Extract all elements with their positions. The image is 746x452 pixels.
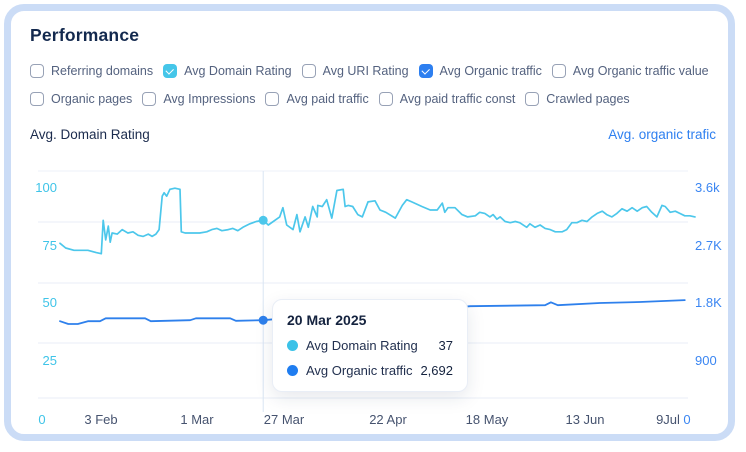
filter-row-2: Organic pages Avg Impressions Avg paid t… xyxy=(30,92,630,106)
tooltip-row: Avg Organic traffic 2,692 xyxy=(287,363,453,378)
left-axis-tick: 25 xyxy=(42,353,57,368)
checkbox-avg-paid-traffic[interactable]: Avg paid traffic xyxy=(265,92,369,106)
checkbox-avg-uri-rating[interactable]: Avg URI Rating xyxy=(301,64,409,78)
checkbox-avg-impressions[interactable]: Avg Impressions xyxy=(142,92,255,106)
x-axis-tick: 13 Jun xyxy=(565,412,605,427)
right-axis-zero-tick: 0 xyxy=(683,412,691,427)
tooltip-series-value: 37 xyxy=(438,338,453,353)
checkbox-box xyxy=(378,92,393,106)
x-axis-tick: 9Jul xyxy=(656,412,680,427)
checkbox-box xyxy=(551,64,566,78)
left-axis-tick: 100 xyxy=(35,180,57,195)
checkbox-label: Avg Impressions xyxy=(163,92,256,106)
checkbox-box xyxy=(30,64,44,78)
x-axis-tick: 27 Mar xyxy=(263,412,305,427)
checkbox-avg-organic-traffic[interactable]: Avg Organic traffic xyxy=(418,64,542,78)
checkbox-label: Crawled pages xyxy=(546,92,630,106)
checkbox-box xyxy=(525,92,540,106)
x-axis-tick: 22 Apr xyxy=(369,412,407,427)
checkbox-box xyxy=(30,92,44,106)
checkbox-box xyxy=(265,92,280,106)
checkbox-label: Avg Organic traffic value xyxy=(572,64,709,78)
domain-rating-dot-icon xyxy=(287,340,298,351)
checkbox-box xyxy=(163,64,178,78)
checkbox-avg-domain-rating[interactable]: Avg Domain Rating xyxy=(163,64,292,78)
right-axis-tick: 2.7K xyxy=(695,238,722,253)
tooltip-series-label: Avg Domain Rating xyxy=(306,338,418,353)
right-axis-tick: 900 xyxy=(695,353,717,368)
right-axis-tick: 1.8K xyxy=(695,295,722,310)
checkbox-label: Referring domains xyxy=(51,64,154,78)
page-title: Performance xyxy=(30,25,140,45)
checkbox-label: Organic pages xyxy=(51,92,133,106)
checkbox-referring-domains[interactable]: Referring domains xyxy=(30,64,153,78)
tooltip-series-label: Avg Organic traffic xyxy=(306,363,413,378)
tooltip-series-value: 2,692 xyxy=(420,363,453,378)
checkbox-label: Avg paid traffic xyxy=(286,92,369,106)
checkbox-box xyxy=(301,64,316,78)
checkbox-label: Avg URI Rating xyxy=(322,64,409,78)
checkbox-avg-paid-traffic-const[interactable]: Avg paid traffic const xyxy=(378,92,516,106)
filter-row-1: Referring domains Avg Domain Rating Avg … xyxy=(30,64,709,78)
checkbox-crawled-pages[interactable]: Crawled pages xyxy=(525,92,630,106)
right-axis-tick: 3.6k xyxy=(695,180,720,195)
checkbox-label: Avg paid traffic const xyxy=(399,92,516,106)
x-axis-tick: 1 Mar xyxy=(180,412,214,427)
organic-traffic-dot-icon xyxy=(287,365,298,376)
x-axis-tick: 18 May xyxy=(465,412,509,427)
tooltip-row: Avg Domain Rating 37 xyxy=(287,338,453,353)
checkbox-label: Avg Organic traffic xyxy=(439,64,542,78)
checkbox-organic-pages[interactable]: Organic pages xyxy=(30,92,132,106)
x-axis-tick: 3 Feb xyxy=(84,412,118,427)
checkbox-box xyxy=(142,92,157,106)
left-axis-zero-tick: 0 xyxy=(38,412,46,427)
tooltip-date: 20 Mar 2025 xyxy=(287,312,367,328)
checkbox-label: Avg Domain Rating xyxy=(184,64,292,78)
right-axis-title[interactable]: Avg. organic trafic xyxy=(608,127,716,142)
checkbox-avg-organic-traffic-value[interactable]: Avg Organic traffic value xyxy=(551,64,709,78)
left-axis-tick: 50 xyxy=(42,295,57,310)
left-axis-title: Avg. Domain Rating xyxy=(30,127,150,142)
chart-tooltip: 20 Mar 2025 Avg Domain Rating 37 Avg Org… xyxy=(272,299,468,392)
checkbox-box xyxy=(418,64,433,78)
left-axis-tick: 75 xyxy=(42,238,57,253)
